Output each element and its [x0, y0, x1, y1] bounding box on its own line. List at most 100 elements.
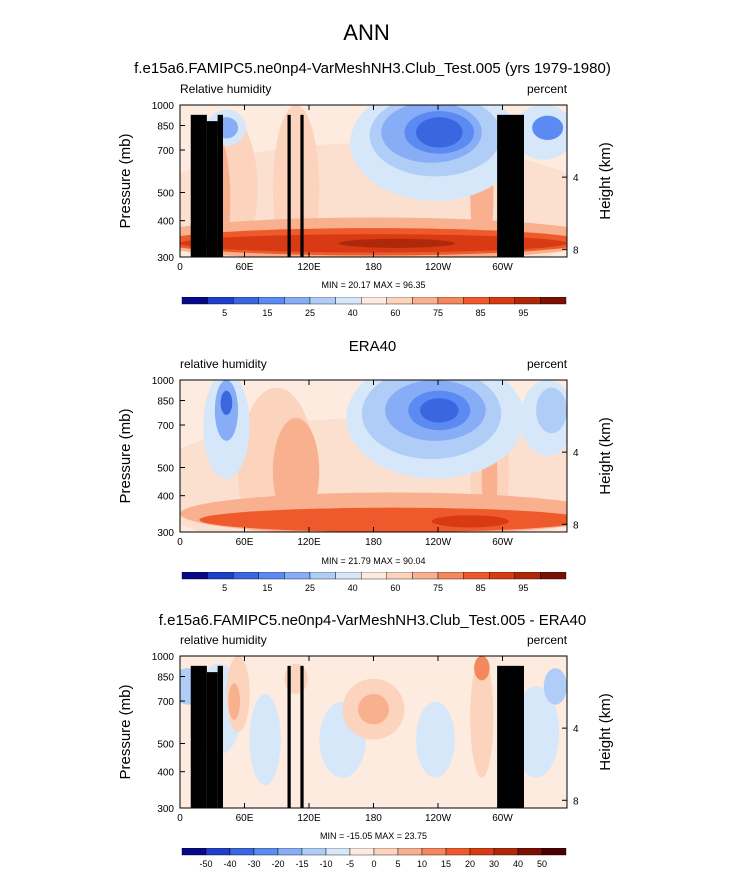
- x-tick-label: 60E: [236, 813, 254, 824]
- contour-region: [416, 701, 455, 778]
- contour-region: [543, 668, 567, 705]
- colorbar-swatch: [445, 848, 471, 856]
- panel-1-right-label: percent: [527, 82, 568, 96]
- colorbar-swatch: [301, 848, 327, 856]
- colorbar-swatch: [373, 848, 399, 856]
- contour-region: [512, 686, 560, 778]
- y-tick-label: 500: [157, 189, 174, 200]
- panel-plot: 300 400 500 700 850 1000 0 60E 120E 180 120W 60W 8 4 P…: [117, 101, 614, 273]
- panel-plot: 300 400 500 700 850 1000 0 60E 120E 180 120W 60W 8 4 P…: [117, 652, 614, 824]
- y-axis-label: Pressure (mb): [117, 408, 134, 503]
- colorbar-swatch: [325, 848, 351, 856]
- terrain-mask: [497, 114, 524, 257]
- colorbar-swatch: [181, 572, 208, 580]
- colorbar-svg: -50 -40 -30 -20 -15 -10 -5 0 5 10 15 20 30 40 50: [181, 848, 567, 869]
- x-tick-label: 120W: [425, 537, 452, 548]
- y-tick-label: 850: [157, 122, 174, 133]
- colorbar-label: 40: [348, 308, 358, 318]
- x-tick-label: 0: [177, 813, 183, 824]
- y-tick-label: 500: [157, 464, 174, 475]
- colorbar-svg: 5 15 25 40 60 75 85 95: [181, 572, 567, 593]
- panel-1-stats: MIN = 20.17 MAX = 96.35: [321, 280, 426, 290]
- y2-tick-label: 8: [573, 520, 579, 531]
- colorbar-label: 60: [390, 583, 400, 593]
- colorbar-swatch: [463, 572, 490, 580]
- colorbar-swatch: [397, 848, 423, 856]
- colorbar-swatch: [284, 572, 311, 580]
- panel-2-right-label: percent: [527, 357, 568, 371]
- x-tick-label: 120W: [425, 262, 452, 273]
- colorbar-label: 5: [222, 583, 227, 593]
- colorbar-swatch: [469, 848, 495, 856]
- x-tick-label: 60W: [492, 813, 513, 824]
- colorbar-label: -10: [319, 859, 332, 869]
- colorbar-swatch: [207, 572, 234, 580]
- colorbar-label: 0: [371, 859, 376, 869]
- colorbar-label: -5: [346, 859, 354, 869]
- panel-1-left-label: Relative humidity: [180, 82, 272, 96]
- panel-1-title: f.e15a6.FAMIPC5.ne0np4-VarMeshNH3.Club_T…: [134, 60, 611, 77]
- colorbar-swatch: [349, 848, 375, 856]
- colorbar-swatch: [412, 297, 439, 305]
- y-tick-label: 1000: [152, 101, 175, 112]
- terrain-mask: [206, 672, 218, 808]
- colorbar-swatch: [412, 572, 439, 580]
- colorbar-label: 40: [348, 583, 358, 593]
- colorbar-label: 20: [465, 859, 475, 869]
- colorbar-label: 95: [518, 308, 528, 318]
- colorbar-swatch: [253, 848, 279, 856]
- y-tick-label: 500: [157, 740, 174, 751]
- terrain-mask: [217, 665, 223, 808]
- y-tick-label: 1000: [152, 652, 175, 663]
- colorbar-swatch: [361, 572, 388, 580]
- colorbar-swatch: [493, 848, 519, 856]
- contour-region: [228, 683, 240, 720]
- y-axis-label: Pressure (mb): [117, 133, 134, 228]
- y2-axis-label: Height (km): [597, 417, 614, 495]
- x-tick-label: 180: [365, 537, 382, 548]
- x-tick-label: 120E: [297, 537, 321, 548]
- terrain-mask: [287, 665, 291, 808]
- colorbar-swatch: [181, 297, 208, 305]
- colorbar-label: -50: [199, 859, 212, 869]
- terrain-mask: [287, 114, 291, 257]
- colorbar-swatch: [437, 572, 464, 580]
- panel-3-left-label: relative humidity: [180, 633, 267, 647]
- colorbar-swatch: [232, 297, 259, 305]
- y2-axis-label: Height (km): [597, 142, 614, 220]
- colorbar-swatch: [258, 297, 285, 305]
- x-tick-label: 60W: [492, 537, 513, 548]
- colorbar-swatch: [309, 297, 336, 305]
- colorbar-swatch: [514, 297, 541, 305]
- contour-region: [431, 515, 509, 528]
- colorbar-label: 85: [476, 583, 486, 593]
- colorbar-swatch: [361, 297, 388, 305]
- panel-plot: 300 400 500 700 850 1000 0 60E 120E 180 120W 60W 8 4 P…: [117, 376, 614, 548]
- colorbar-label: 50: [537, 859, 547, 869]
- contour-region: [358, 694, 389, 725]
- colorbar-swatch: [540, 572, 567, 580]
- terrain-mask: [497, 665, 524, 808]
- x-tick-label: 0: [177, 537, 183, 548]
- x-tick-label: 60W: [492, 262, 513, 273]
- panel-3-right-label: percent: [527, 633, 568, 647]
- colorbar-swatch: [437, 297, 464, 305]
- terrain-mask: [190, 665, 207, 808]
- terrain-mask: [217, 114, 223, 257]
- colorbar-swatch: [517, 848, 543, 856]
- x-tick-label: 120E: [297, 813, 321, 824]
- colorbar-label: 40: [513, 859, 523, 869]
- contour-region: [416, 117, 463, 148]
- panel-3-stats: MIN = -15.05 MAX = 23.75: [319, 831, 428, 841]
- colorbar-swatch: [386, 572, 413, 580]
- colorbar-label: 15: [262, 583, 272, 593]
- colorbar-label: 95: [518, 583, 528, 593]
- y-tick-label: 700: [157, 421, 174, 432]
- panel-2-left-label: relative humidity: [180, 357, 267, 371]
- colorbar-swatch: [258, 572, 285, 580]
- y-tick-label: 400: [157, 217, 174, 228]
- y-axis-label: Pressure (mb): [117, 684, 134, 779]
- x-tick-label: 180: [365, 813, 382, 824]
- x-tick-label: 180: [365, 262, 382, 273]
- contour-region: [220, 390, 233, 415]
